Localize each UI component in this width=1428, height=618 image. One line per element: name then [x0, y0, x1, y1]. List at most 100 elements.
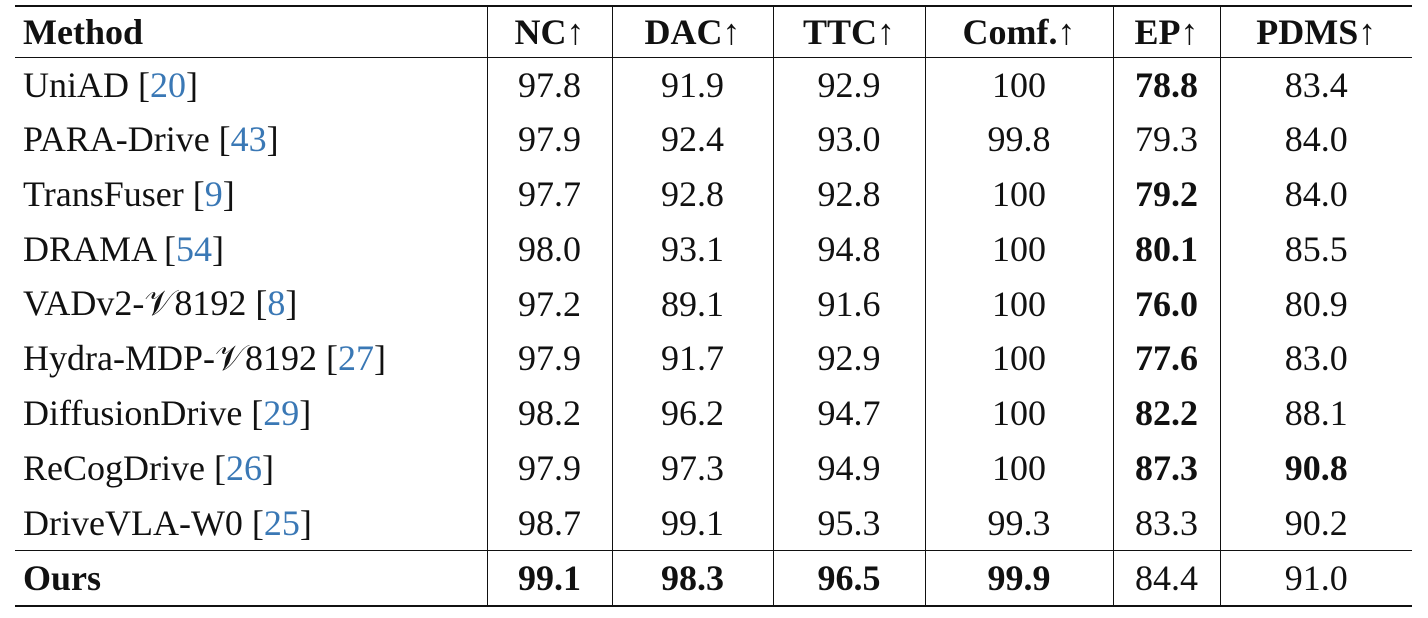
method-cell: DiffusionDrive [29]: [15, 386, 487, 441]
value-cell: 98.7: [486, 495, 612, 551]
header-cell: Method: [23, 11, 143, 52]
value-cell: 79.2: [1112, 166, 1220, 222]
method-text: Hydra-MDP-𝒱8192 [: [23, 337, 338, 378]
value-cell: 89.1: [611, 276, 773, 331]
value-cell: 97.2: [486, 276, 612, 331]
method-cell: DRAMA [54]: [15, 221, 487, 276]
value-cell: 94.8: [772, 221, 925, 277]
row: DRAMA [54] 98.0 93.1 94.8 100 80.1 85.5: [15, 221, 1412, 277]
method-text: ]: [266, 119, 279, 160]
value-cell: 92.9: [772, 57, 925, 112]
citation: 20: [149, 64, 186, 105]
value-cell: 76.0: [1112, 276, 1220, 331]
value-cell: 94.9: [772, 440, 925, 496]
value-cell: 97.9: [486, 440, 612, 496]
value-cell: 99.1: [611, 495, 773, 551]
citation: 43: [230, 119, 267, 160]
value-cell: 93.1: [611, 221, 773, 277]
value-cell: 99.1: [486, 550, 612, 607]
header-cell: EP↑: [1112, 6, 1220, 57]
method-cell: VADv2-𝒱8192 [8]: [15, 276, 487, 331]
citation: 9: [204, 173, 223, 214]
value-cell: 85.5: [1219, 221, 1412, 277]
method-text: ReCogDrive [: [23, 447, 226, 488]
value-cell: 99.9: [924, 550, 1113, 607]
value-cell: 91.6: [772, 276, 925, 331]
value-cell: 78.8: [1112, 57, 1220, 112]
row: UniAD [20] 97.8 91.9 92.9 100 78.8 83.4: [15, 57, 1412, 112]
method-text: ]: [299, 393, 312, 434]
method-text: ]: [285, 283, 298, 324]
method-cell: DriveVLA-W0 [25]: [15, 495, 487, 550]
method-cell: UniAD [20]: [15, 57, 487, 112]
value-cell: 92.8: [772, 166, 925, 222]
method-cell: Ours: [15, 550, 487, 606]
value-cell: 97.3: [611, 440, 773, 496]
method-cell: TransFuser [9]: [15, 167, 487, 222]
method-text: ]: [261, 447, 274, 488]
method-text: ]: [212, 228, 225, 269]
value-cell: 79.3: [1112, 111, 1220, 167]
value-cell: 99.3: [924, 495, 1113, 551]
value-cell: 100: [924, 440, 1113, 496]
value-cell: 88.1: [1219, 385, 1412, 441]
row: TransFuser [9] 97.7 92.8 92.8 100 79.2 84.0: [15, 166, 1412, 222]
value-cell: 77.6: [1112, 330, 1220, 386]
header-cell: DAC↑: [611, 6, 773, 57]
value-cell: 87.3: [1112, 440, 1220, 496]
method-text: ]: [299, 502, 312, 543]
citation: 27: [337, 337, 374, 378]
method-cell: Hydra-MDP-𝒱8192 [27]: [15, 331, 487, 386]
value-cell: 90.2: [1219, 495, 1412, 551]
row: Hydra-MDP-𝒱8192 [27] 97.9 91.7 92.9 100 77.6 8…: [15, 330, 1412, 386]
value-cell: 96.2: [611, 385, 773, 441]
method-text: Ours: [23, 557, 102, 598]
value-cell: 98.2: [486, 385, 612, 441]
value-cell: 98.0: [486, 221, 612, 277]
method-text: DiffusionDrive [: [23, 393, 264, 434]
method-text: TransFuser [: [23, 173, 205, 214]
row: Ours 99.1 98.3 96.5 99.9 84.4 91.0: [15, 550, 1412, 607]
citation: 54: [176, 228, 213, 269]
method-text: DRAMA [: [23, 228, 177, 269]
method-text: ]: [373, 337, 386, 378]
header-row: Method NC↑ DAC↑ TTC↑ Comf.↑ EP↑ PDMS↑: [15, 6, 1412, 57]
header-cell: PDMS↑: [1219, 6, 1412, 57]
value-cell: 100: [924, 385, 1113, 441]
header-cell: TTC↑: [772, 6, 925, 57]
citation: 29: [263, 393, 300, 434]
citation: 26: [225, 447, 262, 488]
value-cell: 96.5: [772, 550, 925, 607]
value-cell: 84.4: [1112, 550, 1220, 607]
value-cell: 100: [924, 221, 1113, 277]
value-cell: 92.4: [611, 111, 773, 167]
method-cell: ReCogDrive [26]: [15, 441, 487, 496]
value-cell: 90.8: [1219, 440, 1412, 496]
header-cell: NC↑: [486, 6, 612, 57]
value-cell: 92.9: [772, 330, 925, 386]
value-cell: 93.0: [772, 111, 925, 167]
value-cell: 100: [924, 276, 1113, 331]
row: PARA-Drive [43] 97.9 92.4 93.0 99.8 79.3 84.0: [15, 111, 1412, 167]
value-cell: 98.3: [611, 550, 773, 607]
row: DiffusionDrive [29] 98.2 96.2 94.7 100 82.2 88…: [15, 385, 1412, 441]
value-cell: 91.7: [611, 330, 773, 386]
value-cell: 100: [924, 57, 1113, 112]
value-cell: 83.0: [1219, 330, 1412, 386]
row: ReCogDrive [26] 97.9 97.3 94.9 100 87.3 90.8: [15, 440, 1412, 496]
method-text: ]: [222, 173, 235, 214]
citation: 25: [263, 502, 300, 543]
method-cell: PARA-Drive [43]: [15, 112, 487, 167]
value-cell: 91.0: [1219, 550, 1412, 607]
row: VADv2-𝒱8192 [8] 97.2 89.1 91.6 100 76.0 80.9: [15, 276, 1412, 331]
value-cell: 80.1: [1112, 221, 1220, 277]
value-cell: 97.7: [486, 166, 612, 222]
citation: 8: [267, 283, 286, 324]
value-cell: 83.4: [1219, 57, 1412, 112]
method-text: UniAD [: [23, 64, 150, 105]
method-text: VADv2-𝒱8192 [: [23, 283, 268, 324]
value-cell: 97.9: [486, 111, 612, 167]
value-cell: 84.0: [1219, 166, 1412, 222]
results-table: Method NC↑ DAC↑ TTC↑ Comf.↑ EP↑ PDMS↑ Un…: [15, 5, 1412, 607]
